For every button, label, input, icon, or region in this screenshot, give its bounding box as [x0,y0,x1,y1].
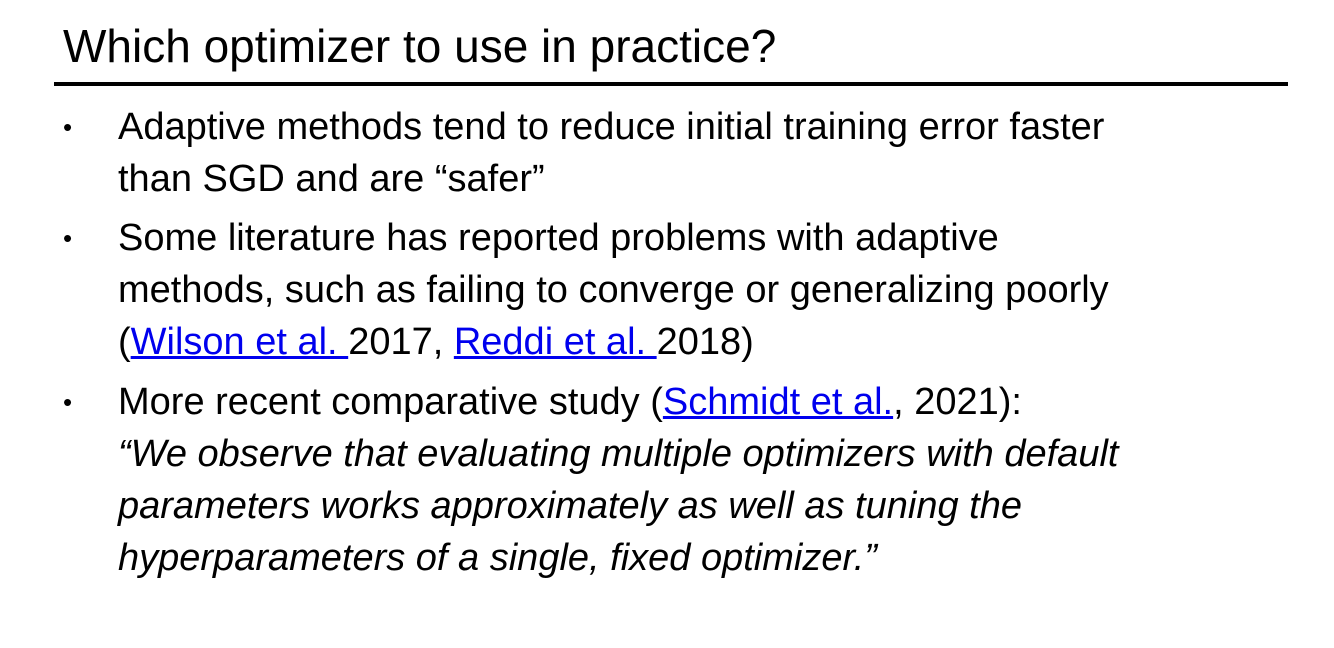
bullet-text: Some literature has reported problems wi… [118,212,1298,368]
study-year: , 2021): [893,381,1022,423]
text-line: methods, such as failing to converge or … [118,269,1109,311]
schmidt-et-al-link[interactable]: Schmidt et al. [662,381,894,423]
quote-line: hyperparameters of a single, fixed optim… [118,537,877,579]
text-line: Adaptive methods tend to reduce initial … [118,106,1105,148]
citation-open: ( [118,321,131,363]
bullet-dot: • [63,223,73,253]
bullet-text: More recent comparative study (Schmidt e… [118,376,1298,584]
text-line: than SGD and are “safer” [118,158,545,200]
title-divider [54,82,1288,86]
quote-line: parameters works approximately as well a… [118,485,1022,527]
bullet-text: Adaptive methods tend to reduce initial … [118,101,1298,205]
quote-line: “We observe that evaluating multiple opt… [118,433,1119,475]
study-lead-text: More recent comparative study ( [118,381,663,423]
citation-line: (Wilson et al. 2017, Reddi et al. 2018) [118,316,1298,368]
wilson-et-al-link[interactable]: Wilson et al. [130,321,349,363]
bullet-dot: • [63,387,73,417]
study-line: More recent comparative study (Schmidt e… [118,376,1298,428]
citation-year-2017: 2017, [348,321,454,363]
bullet-dot: • [63,112,73,142]
slide-title: Which optimizer to use in practice? [63,20,777,72]
text-line: Some literature has reported problems wi… [118,217,999,259]
reddi-et-al-link[interactable]: Reddi et al. [453,321,657,363]
citation-year-2018: 2018) [656,321,754,363]
